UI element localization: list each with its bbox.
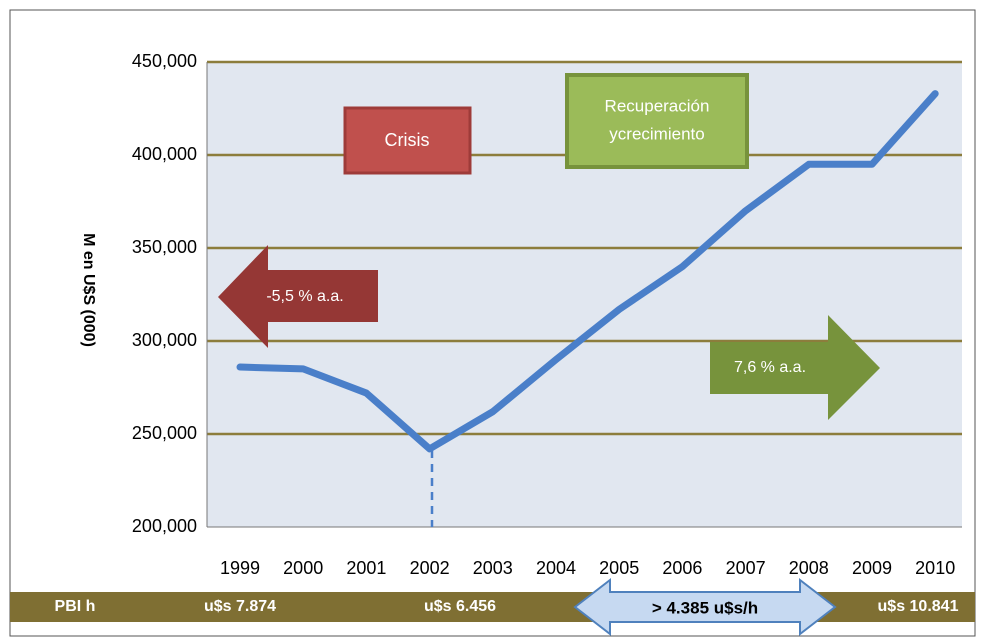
x-tick-label: 2007 [726, 558, 766, 578]
bar-value: u$s 7.874 [204, 598, 276, 615]
growth-text: 7,6 % a.a. [734, 359, 806, 376]
recovery-text: Recuperación [605, 96, 710, 115]
x-tick-label: 2001 [346, 558, 386, 578]
recovery-box [565, 73, 749, 169]
x-tick-label: 2005 [599, 558, 639, 578]
x-tick-label: 2009 [852, 558, 892, 578]
x-tick-label: 2003 [473, 558, 513, 578]
decline-text: -5,5 % a.a. [266, 288, 343, 305]
x-tick-label: 2004 [536, 558, 576, 578]
y-tick-label: 400,000 [132, 144, 197, 164]
gap-arrow [573, 577, 837, 637]
crisis-box [343, 106, 472, 175]
y-tick-label: 250,000 [132, 423, 197, 443]
x-tick-label: 2000 [283, 558, 323, 578]
growth-arrow [710, 315, 880, 420]
x-tick-label: 2006 [662, 558, 702, 578]
recovery-text: ycrecimiento [609, 124, 704, 143]
crisis-text: Crisis [385, 130, 430, 150]
y-tick-label: 450,000 [132, 51, 197, 71]
data-line [236, 90, 939, 453]
x-tick-label: 2008 [789, 558, 829, 578]
bar-value: u$s 6.456 [424, 598, 496, 615]
x-tick-label: 1999 [220, 558, 260, 578]
bar-value: u$s 10.841 [878, 598, 959, 615]
marks [236, 90, 939, 453]
bar-label: PBI h [55, 598, 96, 615]
x-tick-label: 2002 [410, 558, 450, 578]
x-tick-label: 2010 [915, 558, 955, 578]
y-tick-label: 200,000 [132, 516, 197, 536]
gap-text: > 4.385 u$s/h [652, 598, 758, 617]
y-axis-title: M en U$S (000) [80, 233, 97, 347]
decline-arrow [218, 245, 378, 348]
y-tick-label: 300,000 [132, 330, 197, 350]
y-tick-label: 350,000 [132, 237, 197, 257]
